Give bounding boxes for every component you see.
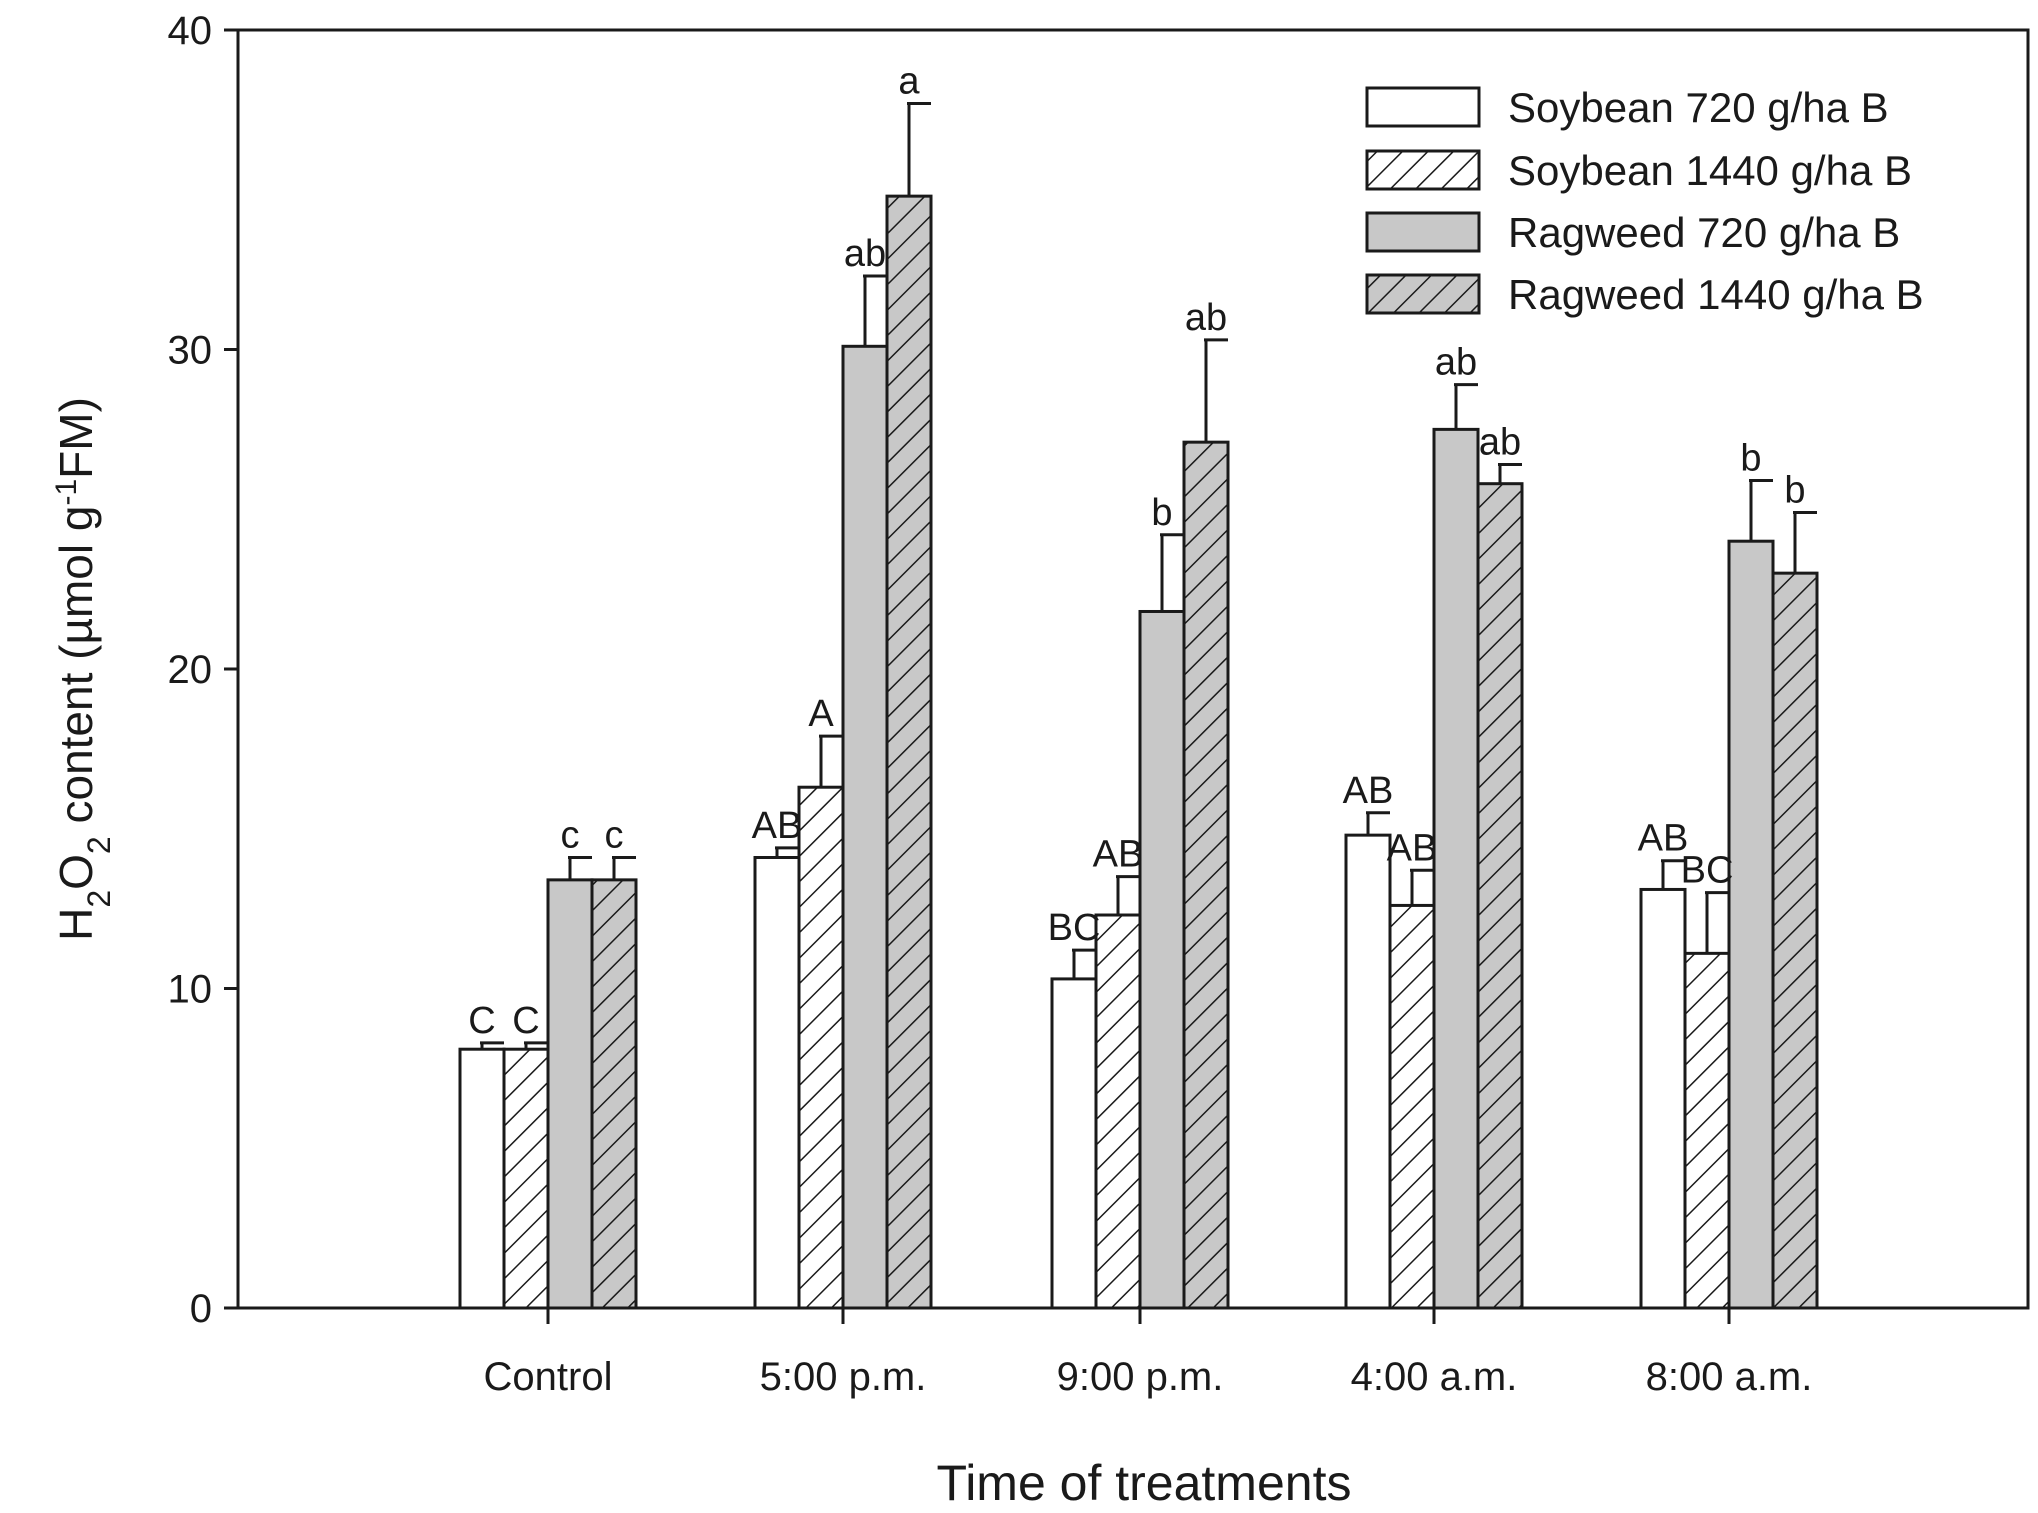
legend-label-soybean-1440: Soybean 1440 g/ha B bbox=[1508, 147, 1912, 194]
x-tick-label-4: 8:00 a.m. bbox=[1646, 1355, 1813, 1399]
significance-label-s2-c3: ab bbox=[1435, 342, 1477, 384]
significance-label-s0-c1: AB bbox=[752, 805, 803, 847]
legend-swatch-soybean-720 bbox=[1365, 86, 1481, 128]
bar-s3-c0 bbox=[590, 878, 638, 1310]
significance-label-s3-c2: ab bbox=[1185, 297, 1227, 339]
bar-s1-c3 bbox=[1388, 903, 1436, 1310]
significance-label-s1-c1: A bbox=[808, 693, 834, 735]
significance-label-s2-c0: c bbox=[561, 815, 580, 857]
legend-label-ragweed-1440: Ragweed 1440 g/ha B bbox=[1508, 271, 1924, 318]
significance-label-s3-c0: c bbox=[605, 815, 624, 857]
bar-s1-c4 bbox=[1683, 951, 1731, 1310]
significance-label-s0-c0: C bbox=[468, 1000, 495, 1042]
bar-s3-c3 bbox=[1476, 482, 1524, 1310]
y-title-sub1: 2 bbox=[81, 890, 117, 908]
y-tick-label-2: 20 bbox=[168, 648, 213, 692]
significance-label-s1-c0: C bbox=[512, 1000, 539, 1042]
significance-label-s0-c3: AB bbox=[1343, 770, 1394, 812]
y-tick-label-3: 30 bbox=[168, 329, 213, 373]
y-title-end: FM) bbox=[50, 397, 102, 479]
legend-swatch-soybean-1440 bbox=[1365, 149, 1481, 191]
x-tick-label-2: 9:00 p.m. bbox=[1057, 1355, 1224, 1399]
y-axis-title: H2O2 content (µmol g-1FM) bbox=[50, 397, 118, 941]
significance-label-s3-c4: b bbox=[1784, 469, 1805, 511]
bar-s1-c1 bbox=[797, 785, 845, 1310]
y-title-o: O bbox=[50, 854, 102, 890]
bar-s3-c1 bbox=[885, 194, 933, 1310]
bar-s2-c1 bbox=[841, 344, 889, 1310]
y-title-h: H bbox=[50, 908, 102, 941]
legend-label-soybean-720: Soybean 720 g/ha B bbox=[1508, 84, 1889, 131]
legend: Soybean 720 g/ha B Soybean 1440 g/ha B R… bbox=[1365, 84, 1924, 318]
bar-s1-c0 bbox=[502, 1047, 550, 1310]
y-title-rest: content (µmol g bbox=[50, 506, 102, 837]
bar-s0-c3 bbox=[1344, 833, 1392, 1310]
significance-label-s0-c4: AB bbox=[1638, 818, 1689, 860]
bars-layer bbox=[458, 194, 1819, 1310]
error-bars-layer bbox=[480, 101, 1817, 1050]
x-axis-title: Time of treatments bbox=[937, 1455, 1352, 1511]
x-tick-label-3: 4:00 a.m. bbox=[1351, 1355, 1518, 1399]
significance-label-s2-c2: b bbox=[1151, 492, 1172, 534]
significance-label-s3-c3: ab bbox=[1479, 422, 1521, 464]
significance-label-s1-c4: BC bbox=[1681, 850, 1734, 892]
significance-label-s0-c2: BC bbox=[1048, 907, 1101, 949]
bar-s2-c2 bbox=[1138, 609, 1186, 1310]
significance-label-s1-c2: AB bbox=[1093, 834, 1144, 876]
bar-s1-c2 bbox=[1094, 913, 1142, 1310]
bar-s3-c2 bbox=[1182, 440, 1230, 1310]
x-tick-label-1: 5:00 p.m. bbox=[760, 1355, 927, 1399]
legend-swatch-ragweed-720 bbox=[1365, 211, 1481, 253]
bar-s0-c0 bbox=[458, 1047, 506, 1310]
bar-s0-c4 bbox=[1639, 887, 1687, 1310]
x-tick-label-0: Control bbox=[484, 1355, 613, 1399]
significance-label-s1-c3: AB bbox=[1387, 827, 1438, 869]
bar-s3-c4 bbox=[1771, 571, 1819, 1310]
x-axis: Control 5:00 p.m. 9:00 p.m. 4:00 a.m. 8:00 a… bbox=[484, 1308, 1813, 1399]
y-title-sub2: 2 bbox=[81, 836, 117, 854]
y-title-sup: -1 bbox=[50, 479, 83, 506]
significance-label-s3-c1: a bbox=[898, 60, 920, 102]
y-tick-label-1: 10 bbox=[168, 968, 213, 1012]
y-axis: 0 10 20 30 40 bbox=[168, 9, 238, 1331]
bar-s0-c2 bbox=[1050, 977, 1098, 1310]
y-tick-label-0: 0 bbox=[190, 1287, 212, 1331]
legend-label-ragweed-720: Ragweed 720 g/ha B bbox=[1508, 209, 1900, 256]
significance-label-s2-c4: b bbox=[1740, 437, 1761, 479]
y-tick-label-4: 40 bbox=[168, 9, 213, 53]
bar-s0-c1 bbox=[753, 856, 801, 1310]
significance-label-s2-c1: ab bbox=[844, 233, 886, 275]
legend-swatch-ragweed-1440 bbox=[1365, 273, 1481, 315]
bar-s2-c4 bbox=[1727, 539, 1775, 1310]
bar-s2-c3 bbox=[1432, 427, 1480, 1310]
bar-s2-c0 bbox=[546, 878, 594, 1310]
